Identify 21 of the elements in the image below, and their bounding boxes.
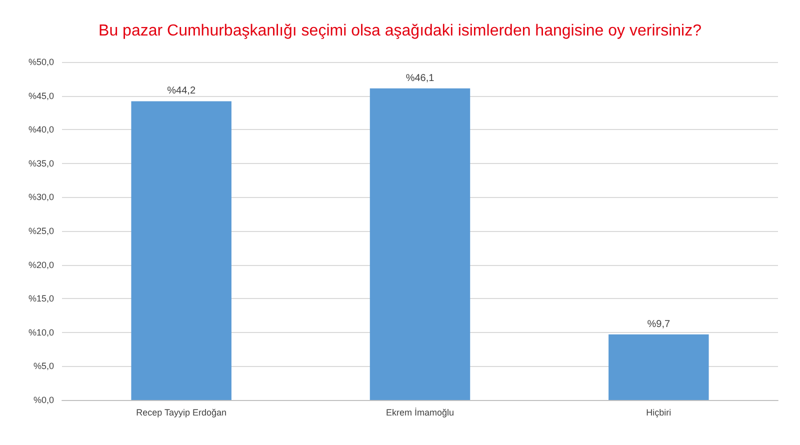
y-tick-label: %20,0 [28, 260, 54, 270]
y-tick-label: %0,0 [33, 395, 54, 405]
x-tick-label: Hiçbiri [646, 408, 672, 418]
y-tick-label: %50,0 [28, 57, 54, 67]
y-tick-label: %40,0 [28, 124, 54, 135]
data-label: %44,2 [167, 86, 196, 97]
bar [370, 88, 470, 400]
data-label: %46,1 [406, 72, 435, 84]
y-tick-label: %30,0 [28, 192, 54, 202]
x-tick-label: Ekrem İmamoğlu [386, 408, 454, 418]
bar [131, 101, 232, 400]
bar [608, 334, 709, 400]
x-tick-label: Recep Tayyip Erdoğan [136, 408, 227, 418]
y-tick-label: %15,0 [28, 294, 54, 304]
y-tick-label: %5,0 [33, 361, 54, 372]
y-tick-label: %35,0 [28, 158, 54, 168]
y-tick-label: %45,0 [28, 90, 54, 101]
y-tick-label: %25,0 [28, 226, 54, 236]
data-label: %9,7 [647, 318, 670, 330]
chart-title: Bu pazar Cumhurbaşkanlığı seçimi olsa aşağıdaki isimlerden hangisine oy verirsiniz? [98, 22, 702, 40]
y-tick-label: %10,0 [28, 327, 54, 338]
